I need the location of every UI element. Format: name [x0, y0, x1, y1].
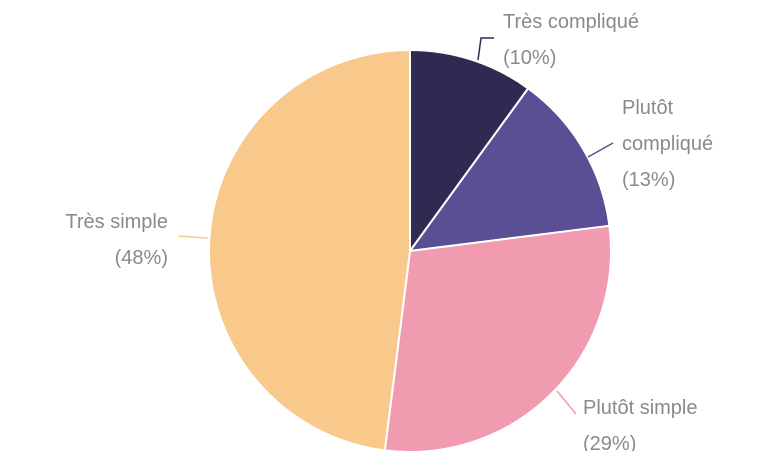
slice-label: Très simple (48%) [8, 204, 168, 276]
pie-slice [208, 48, 411, 451]
slice-label: Plutôt simple (29%) [583, 390, 753, 451]
pie-slice [409, 48, 530, 255]
slice-label: Très compliqué (10%) [503, 4, 723, 76]
leader-line [177, 235, 209, 239]
slice-value-label: (48%) [114, 247, 168, 269]
leader-line [477, 37, 494, 61]
leader-line [587, 142, 614, 158]
pie-slice [383, 224, 612, 451]
slice-name: Très compliqué [503, 11, 639, 33]
slice-value-label: (29%) [583, 433, 637, 451]
slice-name: Plutôt simple [583, 397, 698, 419]
slice-name: Plutôt compliqué [622, 97, 714, 155]
slice-name: Très simple [65, 211, 168, 233]
slice-label: Plutôt compliqué (13%) [622, 90, 732, 198]
slice-value-label: (13%) [622, 169, 676, 191]
slice-value-label: (10%) [503, 47, 557, 69]
pie-slice [407, 86, 611, 253]
leader-line [556, 390, 577, 415]
